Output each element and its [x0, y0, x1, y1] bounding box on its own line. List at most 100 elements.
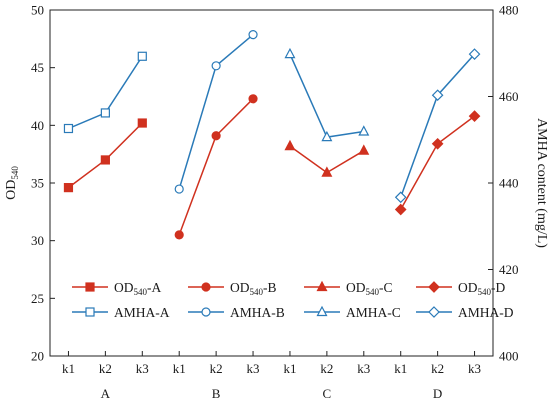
legend-label-main: AMHA-C — [346, 305, 401, 320]
legend-swatch-marker — [316, 280, 328, 292]
y-left-tick-label: 40 — [31, 118, 44, 133]
x-tick-label: k1 — [62, 361, 75, 376]
data-point-OD540-B — [248, 94, 258, 104]
y-left-tick-label: 20 — [31, 349, 44, 364]
legend-swatch-marker — [428, 281, 440, 293]
y-left-tick-label: 35 — [31, 176, 44, 191]
data-point-AMHA-B — [211, 61, 221, 71]
data-point-OD540-B — [174, 230, 184, 240]
legend-label-main: AMHA-B — [230, 305, 285, 320]
series-line-AMHA-D — [400, 53, 476, 198]
data-point-AMHA-C — [358, 125, 370, 136]
legend-label-main: AMHA-D — [458, 305, 514, 320]
y-left-tick-label: 30 — [31, 233, 44, 248]
legend-label: OD540-A — [114, 280, 161, 297]
legend-swatch-marker — [85, 282, 95, 292]
series-line-OD540-D — [400, 115, 475, 210]
series-line-AMHA-B — [178, 34, 254, 190]
y-left-tick-label: 25 — [31, 291, 44, 306]
x-tick-label: k2 — [210, 361, 223, 376]
data-point-AMHA-A — [100, 108, 110, 118]
data-point-OD540-D — [394, 203, 407, 216]
data-point-OD540-A — [137, 118, 147, 128]
data-point-AMHA-B — [174, 184, 184, 194]
data-point-AMHA-C — [284, 47, 296, 59]
x-tick-label: k3 — [136, 361, 149, 376]
group-label: A — [101, 386, 111, 401]
legend-label-sub: 540 — [134, 287, 148, 297]
data-point-OD540-D — [468, 110, 481, 122]
y-right-axis-title: AMHA content (mg/L) — [534, 118, 549, 248]
legend-label: OD540-D — [458, 280, 505, 297]
legend-item-AMHA-B: AMHA-B — [188, 305, 285, 320]
data-point-AMHA-C — [321, 130, 333, 142]
legend-label-sub: 540 — [366, 287, 380, 297]
x-tick-label: k3 — [247, 361, 260, 376]
y-left-axis-title-sub: 540 — [10, 166, 20, 180]
x-tick-label: k3 — [468, 361, 481, 376]
legend-item-AMHA-A: AMHA-A — [72, 305, 170, 320]
y-left-tick-label: 50 — [31, 3, 44, 18]
x-tick-label: k2 — [99, 361, 112, 376]
data-point-AMHA-B — [248, 30, 258, 40]
x-tick-label: k2 — [431, 361, 444, 376]
y-right-tick-label: 440 — [499, 176, 519, 191]
y-left-axis-title: OD540 — [4, 166, 20, 200]
series-line-AMHA-C — [289, 53, 364, 138]
legend-item-AMHA-C: AMHA-C — [304, 305, 401, 320]
x-tick-label: k1 — [394, 361, 407, 376]
x-tick-label: k3 — [357, 361, 370, 376]
y-left-tick-label: 45 — [31, 60, 44, 75]
legend-item-OD540-B: OD540-B — [188, 280, 277, 297]
legend-label-sub: 540 — [478, 287, 492, 297]
legend-label-main: OD — [114, 280, 134, 295]
y-right-tick-label: 480 — [499, 3, 519, 18]
legend-swatch-marker — [428, 306, 440, 318]
series-line-OD540-B — [178, 98, 254, 236]
data-point-OD540-B — [211, 131, 221, 141]
legend-label-main: AMHA-A — [114, 305, 170, 320]
legend-label-main: OD — [230, 280, 250, 295]
y-left-axis-title-main: OD — [4, 180, 19, 200]
series-line-AMHA-A — [68, 55, 143, 130]
data-point-OD540-A — [100, 155, 110, 165]
series-line-OD540-A — [68, 122, 143, 189]
data-point-OD540-C — [284, 139, 296, 151]
data-point-AMHA-D — [394, 191, 407, 204]
x-tick-label: k2 — [320, 361, 333, 376]
x-tick-label: k1 — [283, 361, 296, 376]
group-label: B — [212, 386, 221, 401]
data-point-AMHA-D — [468, 48, 481, 60]
legend-swatch-marker — [316, 305, 328, 317]
legend-swatch-marker — [201, 282, 211, 292]
legend-label: OD540-B — [230, 280, 277, 297]
x-tick-label: k1 — [173, 361, 186, 376]
legend-item-OD540-C: OD540-C — [304, 280, 393, 297]
data-point-OD540-C — [358, 144, 370, 155]
legend-label-tail: -A — [147, 280, 161, 295]
legend-item-OD540-D: OD540-D — [416, 280, 505, 297]
legend-swatch-marker — [85, 307, 95, 317]
legend-label: AMHA-D — [458, 305, 514, 320]
data-point-AMHA-A — [63, 123, 74, 134]
y-right-tick-label: 400 — [499, 349, 519, 364]
y-right-tick-label: 460 — [499, 89, 519, 104]
data-point-AMHA-D — [431, 89, 444, 102]
legend-label: AMHA-A — [114, 305, 170, 320]
legend-item-OD540-A: OD540-A — [72, 280, 161, 297]
legend-item-AMHA-D: AMHA-D — [416, 305, 514, 320]
y-right-tick-label: 420 — [499, 262, 519, 277]
legend-label-tail: -C — [379, 280, 393, 295]
legend-label-sub: 540 — [250, 287, 264, 297]
legend-label: OD540-C — [346, 280, 393, 297]
group-label: C — [323, 386, 332, 401]
data-point-OD540-D — [431, 137, 444, 150]
legend-label: AMHA-B — [230, 305, 285, 320]
legend-label-main: OD — [458, 280, 478, 295]
legend-label: AMHA-C — [346, 305, 401, 320]
data-point-OD540-C — [321, 166, 333, 177]
data-point-OD540-A — [63, 183, 74, 193]
series-layer — [63, 30, 481, 240]
